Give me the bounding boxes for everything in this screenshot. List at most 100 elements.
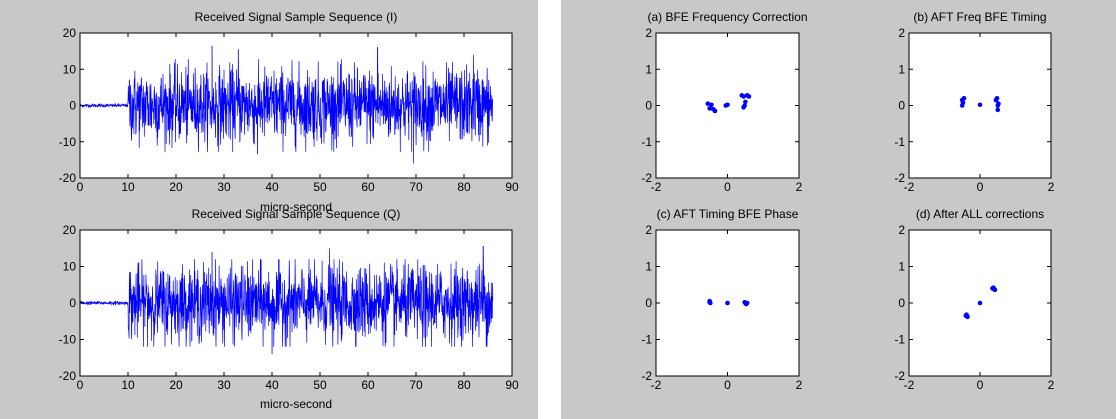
x-tick-label: -2: [904, 180, 915, 194]
constellation-point: [709, 102, 714, 108]
signal-trace: [79, 246, 494, 355]
constellation-point: [977, 102, 983, 108]
x-tick-label: 20: [169, 378, 183, 392]
signal-q-axes: 0 10 20 30 40 50 60 70 80 90 20 10 0 -10 -20 Received S…: [59, 207, 519, 411]
chart-title: (a) BFE Frequency Correction: [647, 10, 807, 24]
x-tick-label: 60: [361, 378, 375, 392]
constellation-point: [992, 287, 998, 293]
x-tick-label: 80: [457, 378, 471, 392]
chart-title: Received Signal Sample Sequence (I): [195, 10, 398, 24]
x-tick-label: 90: [505, 378, 519, 392]
y-tick-label: 1: [645, 260, 652, 274]
signal-i-axes: 0 10 20 30 40 50 60 70 80 90 20 10 0 -10 -20 Received S…: [59, 10, 519, 214]
x-tick-label: 20: [169, 180, 183, 194]
constellation-point: [995, 107, 1001, 113]
y-tick-label: -2: [894, 171, 905, 185]
constellation-point: [725, 300, 730, 306]
y-tick-label: 10: [63, 260, 77, 274]
constellation-a-axes: -2 0 2 2 1 0 -1 -2 (a) BFE Frequency Correction: [641, 10, 807, 194]
y-tick-label: -20: [59, 369, 77, 383]
constellation-point: [743, 99, 748, 105]
y-tick-label: 0: [645, 296, 652, 310]
y-tick-label: -1: [641, 333, 652, 347]
x-tick-label: 2: [796, 180, 803, 194]
x-tick-label: 2: [1048, 378, 1055, 392]
constellation-point: [746, 94, 752, 99]
x-tick-label: 60: [361, 180, 375, 194]
constellation-point: [964, 312, 969, 317]
y-tick-label: 0: [898, 296, 905, 310]
chart-title: (c) AFT Timing BFE Phase: [657, 207, 799, 221]
x-axis-label: micro-second: [260, 397, 332, 411]
y-tick-label: -1: [894, 135, 905, 149]
y-tick-label: -20: [59, 171, 77, 185]
y-tick-label: -1: [894, 333, 905, 347]
constellation-point: [705, 101, 711, 106]
y-tick-label: -2: [894, 369, 905, 383]
constellation-point: [960, 100, 966, 105]
y-tick-label: -10: [59, 333, 77, 347]
y-tick-label: 1: [898, 62, 905, 76]
y-tick-label: -10: [59, 135, 77, 149]
x-tick-label: 30: [217, 180, 231, 194]
y-tick-label: -2: [641, 369, 652, 383]
x-tick-label: 0: [724, 378, 731, 392]
y-tick-label: 2: [898, 26, 905, 40]
x-tick-label: 50: [313, 180, 327, 194]
y-tick-label: 2: [645, 26, 652, 40]
y-tick-label: 1: [898, 260, 905, 274]
x-tick-label: 90: [505, 180, 519, 194]
y-tick-label: 2: [898, 223, 905, 237]
constellation-point: [707, 106, 712, 111]
x-tick-label: 50: [313, 378, 327, 392]
constellation-point: [994, 95, 1000, 101]
x-tick-label: 10: [121, 180, 135, 194]
x-tick-label: 80: [457, 180, 471, 194]
y-tick-label: -1: [641, 135, 652, 149]
x-tick-label: 40: [265, 378, 279, 392]
x-tick-label: 0: [77, 180, 84, 194]
x-tick-label: -2: [651, 180, 662, 194]
y-tick-label: 2: [645, 223, 652, 237]
x-tick-label: 0: [77, 378, 84, 392]
x-tick-label: 0: [724, 180, 731, 194]
constellation-point: [707, 299, 712, 305]
chart-title: Received Signal Sample Sequence (Q): [192, 207, 401, 221]
y-tick-label: 0: [69, 99, 76, 113]
constellation-c-axes: -2 0 2 2 1 0 -1 -2 (c) AFT Timing BFE Phase: [641, 207, 802, 392]
x-tick-label: 0: [977, 180, 984, 194]
constellation-point: [712, 108, 718, 114]
x-tick-label: 2: [1048, 180, 1055, 194]
constellation-point: [744, 300, 750, 306]
x-tick-label: 2: [796, 378, 803, 392]
y-tick-label: 10: [63, 62, 77, 76]
y-tick-label: 1: [645, 62, 652, 76]
constellation-point: [742, 103, 747, 108]
constellation-point: [996, 101, 1001, 106]
constellation-point: [961, 95, 967, 101]
x-tick-label: 70: [409, 378, 423, 392]
y-tick-label: -2: [641, 171, 652, 185]
constellation-d-axes: -2 0 2 2 1 0 -1 -2 (d) After ALL corrections: [894, 207, 1054, 392]
x-tick-label: 40: [265, 180, 279, 194]
x-tick-label: -2: [904, 378, 915, 392]
x-tick-label: 70: [409, 180, 423, 194]
y-tick-label: 20: [63, 223, 77, 237]
x-axis-label: micro-second: [260, 200, 332, 214]
constellation-point: [725, 102, 730, 108]
y-tick-label: 0: [898, 99, 905, 113]
signal-trace: [79, 45, 494, 164]
chart-title: (b) AFT Freq BFE Timing: [913, 10, 1046, 24]
y-tick-label: 0: [645, 99, 652, 113]
constellation-point: [977, 300, 983, 306]
x-tick-label: 0: [977, 378, 984, 392]
chart-title: (d) After ALL corrections: [916, 207, 1044, 221]
x-tick-label: 30: [217, 378, 231, 392]
y-tick-label: 20: [63, 26, 77, 40]
x-tick-label: -2: [651, 378, 662, 392]
x-tick-label: 10: [121, 378, 135, 392]
constellation-b-axes: -2 0 2 2 1 0 -1 -2 (b) AFT Freq BFE Timing: [894, 10, 1054, 194]
constellation-point: [741, 94, 746, 99]
